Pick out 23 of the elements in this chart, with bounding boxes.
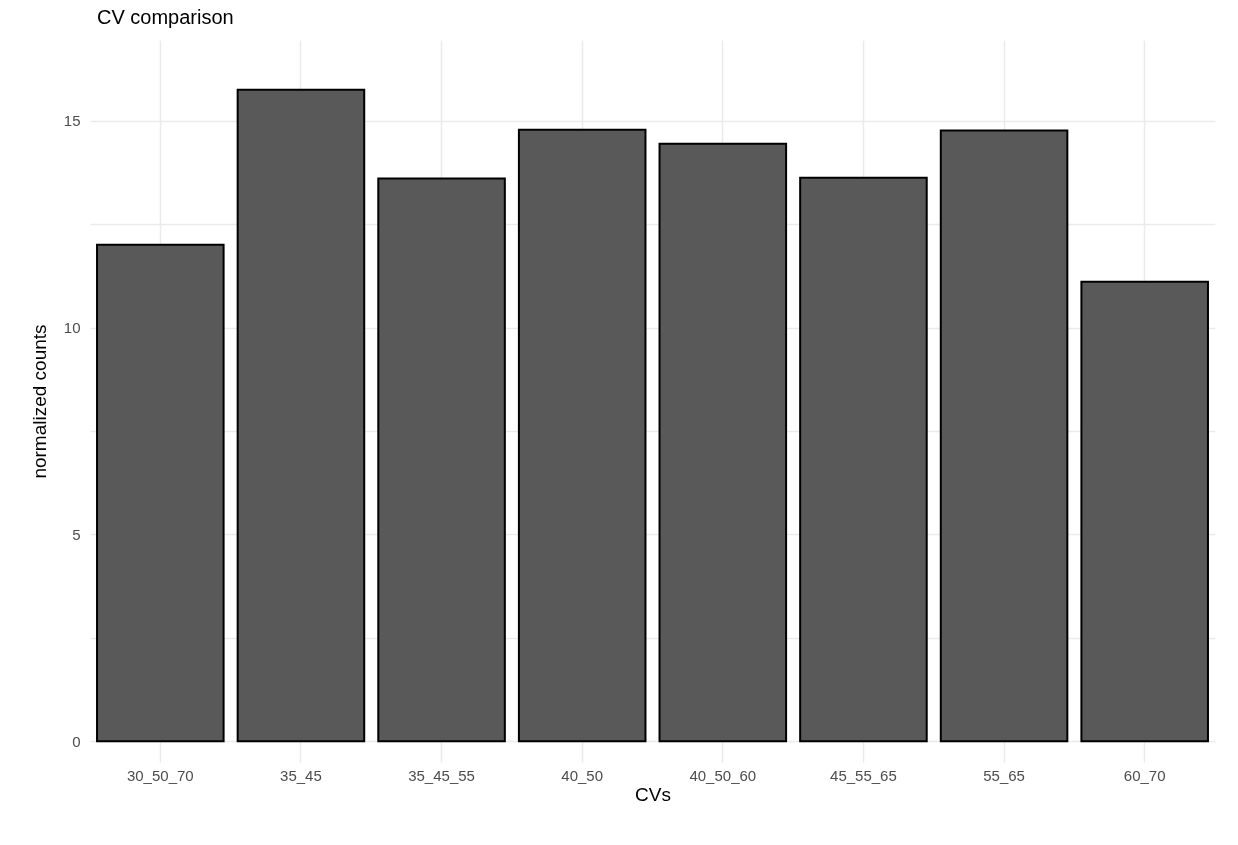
bar (939, 129, 1069, 743)
chart-title: CV comparison (97, 6, 234, 28)
x-tick-label: 60_70 (1123, 766, 1166, 784)
y-tick-label: 0 (72, 732, 81, 750)
y-tick-label: 10 (63, 319, 81, 337)
y-axis-title: normalized counts (28, 324, 50, 479)
x-tick-label: 45_55_65 (830, 766, 897, 784)
bar (517, 128, 647, 743)
bar (658, 142, 788, 743)
x-tick-label: 55_65 (983, 766, 1025, 784)
bar (236, 88, 366, 743)
x-tick-label: 30_50_70 (126, 766, 194, 784)
x-tick-label: 35_45 (280, 766, 322, 784)
bar (377, 177, 506, 743)
y-tick-label: 5 (72, 525, 81, 543)
bar (1080, 280, 1209, 743)
bar (799, 176, 928, 743)
x-tick-label: 40_50_60 (689, 766, 757, 784)
x-axis-title: CVs (635, 783, 671, 805)
bar (96, 243, 225, 743)
y-tick-label: 15 (63, 112, 81, 130)
x-tick-label: 35_45_55 (408, 766, 475, 784)
x-tick-label: 40_50 (561, 766, 604, 784)
